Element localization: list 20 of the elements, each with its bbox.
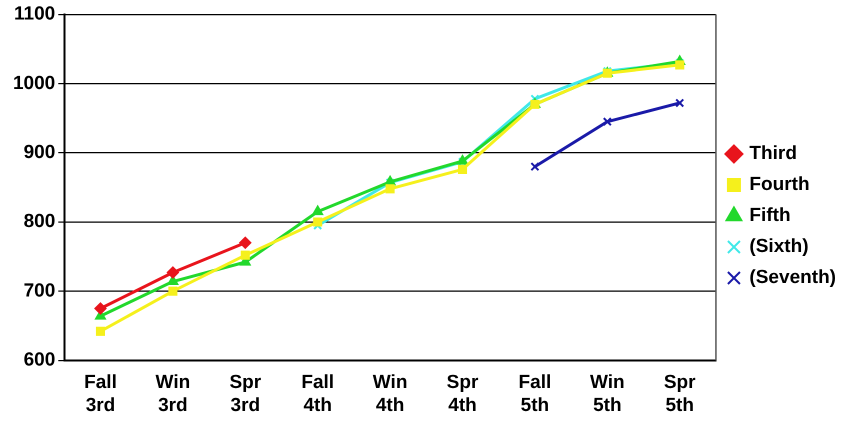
y-tick-label: 1100 — [14, 4, 56, 25]
y-tick-label: 900 — [24, 142, 56, 164]
x-tick-label: Spr 4th — [446, 372, 479, 416]
x-tick-label: Fall 4th — [301, 372, 334, 416]
x-tick-label: Win 3rd — [156, 372, 190, 416]
legend-label: Third — [749, 143, 797, 164]
x-tick-label: Fall 3rd — [84, 372, 117, 416]
legend-label: Fourth — [749, 174, 810, 196]
legend-label: (Sixth) — [749, 236, 809, 258]
legend-label: Fifth — [749, 205, 791, 226]
x-tick-label: Win 4th — [372, 372, 408, 416]
y-tick-label: 800 — [24, 211, 56, 232]
x-tick-label: Spr 3rd — [229, 372, 262, 416]
legend-label: (Seventh) — [749, 267, 836, 288]
x-tick-label: Win 5th — [590, 372, 625, 416]
y-tick-label: 1000 — [12, 72, 56, 94]
y-tick-label: 700 — [24, 280, 56, 302]
y-tick-label: 600 — [24, 350, 56, 371]
x-tick-label: Spr 5th — [664, 372, 696, 416]
x-tick-label: Fall 5th — [518, 372, 552, 416]
